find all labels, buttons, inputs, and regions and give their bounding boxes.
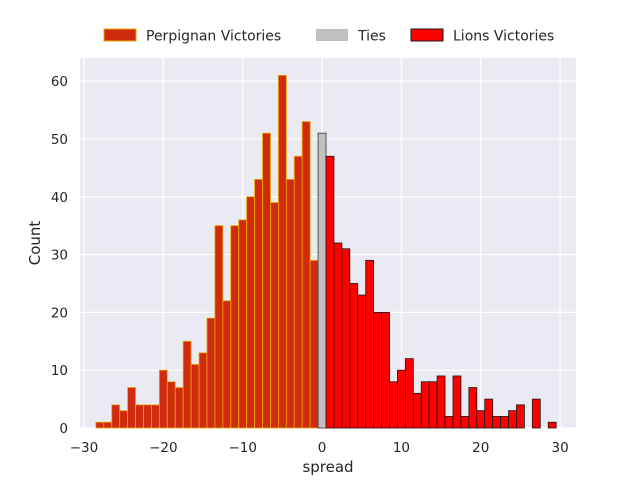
bar-perpignan-victories [135,404,144,429]
legend-swatch [316,29,348,41]
y-tick-label: 50 [51,132,68,148]
bar-lions-victories [444,416,454,429]
y-tick-label: 40 [51,190,68,206]
legend-label: Perpignan Victories [146,29,281,45]
y-tick-label: 30 [51,248,68,264]
bar-perpignan-victories [230,225,240,429]
legend: Perpignan Victories Ties Lions Victories [103,28,554,45]
bar-lions-victories [508,410,517,429]
y-tick-label: 10 [51,363,68,379]
legend-swatch [103,28,137,42]
bar-perpignan-victories [174,387,184,429]
bar-lions-victories [436,375,446,429]
bar-perpignan-victories [206,317,216,429]
bar-lions-victories [412,392,422,429]
bar-lions-victories [547,421,557,429]
x-tick-label: −10 [228,440,257,456]
bar-perpignan-victories [111,404,121,429]
y-tick-label: 0 [59,421,68,437]
x-axis-ticks: −30 −20 −10 0 10 20 30 [70,440,569,456]
bar-perpignan-victories [293,155,303,429]
bar-lions-victories [500,416,509,429]
bar-perpignan-victories [301,121,311,429]
bar-perpignan-victories [262,132,271,429]
bar-perpignan-victories [127,387,136,429]
bars-group [95,74,557,429]
bar-perpignan-victories [222,300,232,429]
bar-perpignan-victories [214,225,224,429]
bar-perpignan-victories [198,352,208,429]
bar-lions-victories [365,259,375,429]
bar-lions-victories [420,381,430,429]
bar-lions-victories [476,410,486,429]
y-tick-label: 20 [51,305,68,321]
bar-lions-victories [531,398,541,429]
y-axis-label: Count [26,221,44,266]
bar-perpignan-victories [143,404,152,429]
y-tick-label: 60 [51,74,68,90]
bar-lions-victories [325,155,335,429]
bar-lions-victories [389,381,398,429]
bar-perpignan-victories [238,219,248,429]
bar-lions-victories [468,387,478,429]
bar-perpignan-victories [166,381,176,429]
bar-lions-victories [341,248,351,429]
x-tick-label: 0 [318,440,327,456]
x-tick-label: −30 [70,440,99,456]
x-tick-label: −20 [149,440,178,456]
bar-lions-victories [397,369,406,429]
bar-lions-victories [452,375,462,429]
bar-perpignan-victories [190,364,200,429]
bar-lions-victories [428,381,438,429]
bar-perpignan-victories [285,179,295,429]
bar-perpignan-victories [254,179,263,429]
bar-lions-victories [492,416,502,429]
bar-perpignan-victories [246,196,255,429]
x-tick-label: 30 [552,440,569,456]
bar-perpignan-victories [95,421,105,429]
legend-label: Lions Victories [453,29,554,45]
bar-lions-victories [484,398,494,429]
x-tick-label: 10 [393,440,410,456]
bar-lions-victories [333,242,343,429]
bar-perpignan-victories [158,369,168,429]
bar-ties [317,132,327,429]
bar-perpignan-victories [182,340,192,429]
bar-lions-victories [357,294,367,429]
bar-perpignan-victories [270,202,279,429]
y-axis-ticks: 0 10 20 30 40 50 60 [51,74,68,437]
x-tick-label: 20 [472,440,489,456]
x-axis-label: spread [302,458,353,476]
bar-lions-victories [349,283,359,429]
bar-lions-victories [404,358,414,429]
bar-lions-victories [516,404,525,429]
bar-perpignan-victories [151,404,160,429]
legend-swatch [410,28,444,42]
bar-lions-victories [381,311,390,429]
legend-label: Ties [357,29,386,45]
bar-perpignan-victories [103,421,113,429]
bar-lions-victories [373,311,382,429]
bar-perpignan-victories [309,259,319,429]
bar-lions-victories [460,416,470,429]
bar-perpignan-victories [119,410,129,429]
bar-perpignan-victories [277,74,287,429]
